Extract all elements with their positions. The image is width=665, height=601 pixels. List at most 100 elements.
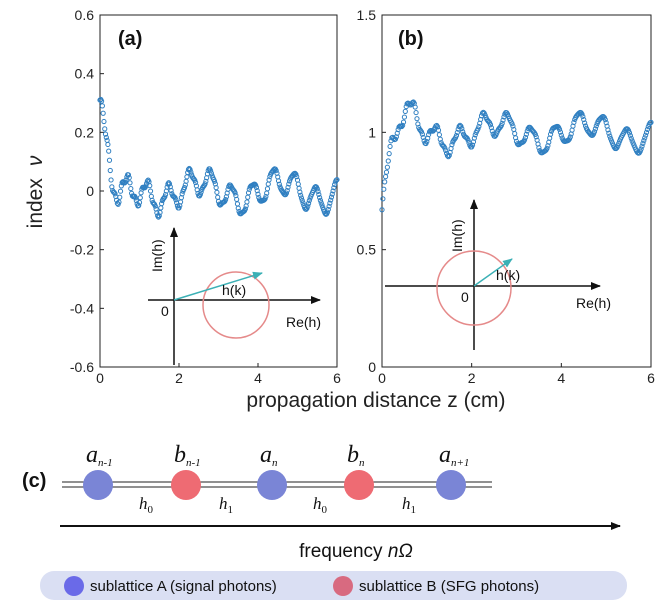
y-tick-label: -0.4 — [70, 300, 94, 316]
data-point-a — [331, 185, 337, 191]
data-point-b — [571, 119, 577, 125]
data-point-b — [648, 119, 654, 125]
chain-site-a-n-1 — [83, 470, 113, 500]
data-point-b — [381, 186, 387, 192]
data-point-a — [184, 174, 190, 180]
data-point-b — [643, 129, 650, 135]
data-point-a — [223, 197, 229, 203]
data-point-b — [400, 119, 407, 125]
data-point-a — [245, 190, 252, 196]
data-point-b — [454, 129, 460, 136]
data-point-a — [136, 202, 142, 209]
y-axis-label: index ν — [24, 155, 47, 228]
data-point-a — [315, 188, 321, 194]
data-point-a — [98, 98, 105, 104]
data-point-a — [244, 199, 250, 205]
data-point-b — [616, 140, 622, 147]
chain-site-label: an-1 — [86, 442, 113, 469]
data-point-b — [557, 129, 564, 135]
data-point-a — [293, 171, 299, 177]
data-point-a — [306, 197, 312, 204]
data-point-a — [320, 204, 326, 210]
data-point-a — [164, 184, 170, 190]
chain-site-label: bn — [347, 442, 365, 469]
panel-a: (a) 0 2 4 6 -0.6 -0.4 -0.2 0 0.2 0.4 0.6 0 Im(h) R… — [70, 7, 341, 386]
data-point-a — [314, 186, 320, 192]
x-tick-label: 0 — [96, 370, 104, 386]
data-point-b — [641, 138, 647, 144]
data-point-a — [197, 191, 203, 198]
data-point-a — [128, 185, 134, 192]
data-point-b — [521, 137, 528, 143]
data-point-a — [300, 200, 306, 206]
data-point-a — [329, 191, 335, 197]
data-point-b — [639, 143, 645, 149]
y-tick-label: -0.6 — [70, 359, 94, 375]
data-point-b — [419, 131, 425, 137]
data-point-a — [317, 197, 324, 203]
data-point-a — [105, 141, 111, 148]
y-tick-label: 1 — [368, 124, 376, 140]
data-point-b — [424, 139, 430, 145]
data-point-a — [179, 191, 185, 197]
data-point-b — [449, 142, 455, 148]
data-point-a — [102, 131, 109, 137]
data-point-a — [154, 210, 160, 216]
inset-b-origin: 0 — [461, 289, 469, 305]
coupling-label-main: h — [402, 494, 411, 513]
data-point-b — [489, 128, 495, 134]
data-point-a — [325, 206, 331, 213]
data-point-b — [385, 158, 391, 164]
data-point-b — [582, 123, 589, 129]
x-tick-label: 6 — [647, 370, 655, 386]
y-tick-label: 0.4 — [75, 66, 95, 82]
data-point-a — [255, 191, 261, 197]
data-point-a — [117, 188, 124, 194]
chain-site-label-sub: n — [359, 457, 365, 469]
data-point-a — [305, 203, 311, 209]
data-point-b — [401, 114, 408, 120]
data-point-a — [245, 194, 251, 200]
data-point-b — [426, 131, 432, 138]
chain-site-label-sub: n+1 — [451, 457, 469, 469]
data-point-b — [626, 130, 633, 136]
legend-marker-a — [64, 576, 84, 596]
x-tick-label: 6 — [333, 370, 341, 386]
data-point-b — [558, 132, 564, 138]
y-axis-label-symbol: ν — [24, 155, 47, 166]
chain-site-label-main: a — [86, 442, 98, 468]
data-point-a — [327, 200, 333, 206]
frequency-label: frequency nΩ — [299, 541, 413, 562]
data-point-a — [122, 179, 128, 185]
data-point-b — [510, 123, 516, 129]
data-point-a — [275, 178, 282, 184]
data-point-b — [556, 126, 563, 132]
data-point-a — [166, 181, 173, 187]
coupling-label-main: h — [139, 494, 148, 513]
inset-b-vector — [473, 258, 513, 287]
data-point-a — [99, 103, 105, 109]
data-point-a — [298, 192, 304, 198]
data-point-b — [512, 130, 518, 137]
chain-site-label-main: a — [439, 442, 451, 468]
data-point-b — [453, 133, 460, 139]
data-point-a — [273, 167, 279, 174]
data-point-b — [532, 131, 538, 137]
data-point-b — [544, 145, 550, 151]
chain-site-a-n — [257, 470, 287, 500]
coupling-label-sub: 1 — [411, 504, 417, 516]
coupling-label-sub: 0 — [322, 504, 328, 516]
data-point-b — [437, 136, 443, 142]
inset-a-origin: 0 — [161, 303, 169, 319]
panel-b-points — [379, 99, 654, 213]
data-point-a — [192, 179, 199, 186]
data-point-b — [628, 135, 634, 141]
inset-b: 0 Im(h) Re(h) h(k) — [385, 199, 611, 350]
y-tick-label: 0 — [368, 359, 376, 375]
data-point-a — [101, 118, 107, 125]
chain-couplings: h0 h1 h0 h1 — [139, 494, 416, 516]
data-point-a — [324, 209, 331, 215]
panel-a-points — [97, 96, 340, 220]
y-axis-label-prefix: index — [24, 178, 47, 229]
